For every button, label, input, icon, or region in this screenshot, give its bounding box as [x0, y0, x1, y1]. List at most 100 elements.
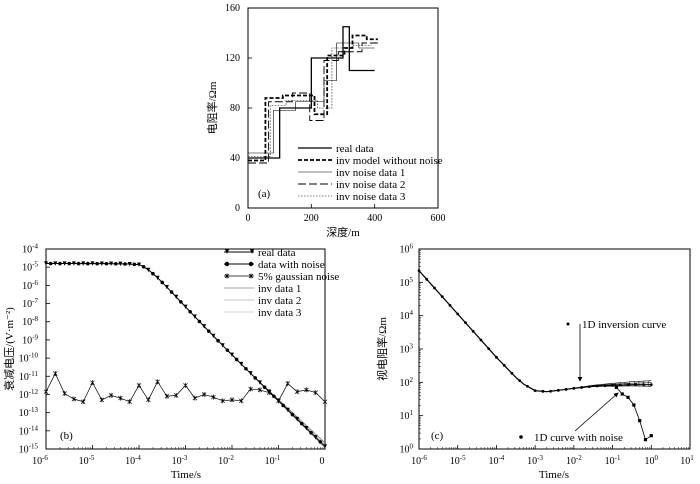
- b-ytick-label: 10-10: [19, 352, 39, 365]
- a-legend-text: inv noise data 1: [336, 167, 405, 179]
- b-noise-marker: [294, 389, 300, 395]
- b-noisy-marker: [67, 261, 72, 266]
- b-noise-marker: [71, 396, 77, 402]
- b-noise-marker: [285, 381, 291, 387]
- c-rho-marker: [487, 347, 491, 351]
- b-real-marker: [44, 261, 48, 266]
- b-real-marker: [127, 261, 132, 267]
- b-legend: real data data with noise 5% gaussian no…: [224, 247, 339, 319]
- b-noisy-marker: [262, 385, 267, 389]
- b-noise-marker: [322, 399, 328, 405]
- c-rho-marker: [456, 312, 460, 316]
- b-real-marker: [202, 324, 207, 329]
- c-rho-curve-2: [418, 270, 652, 393]
- b-xtick-label: 10-6: [32, 454, 48, 467]
- b-noise-marker: [211, 394, 216, 400]
- b-panel-label: (b): [60, 430, 73, 442]
- b-real-marker: [230, 352, 234, 358]
- c-rho-marker: [425, 277, 429, 281]
- panel-c-series: [417, 269, 653, 442]
- c-xtick-label: 10-1: [605, 454, 621, 467]
- b-noise-marker: [53, 371, 58, 377]
- b-noisy-marker: [104, 261, 109, 266]
- b-ytick-label: 10-8: [22, 315, 38, 328]
- c-y-axis-label: 视电阻率/Ωm: [375, 317, 389, 381]
- a-xtick-label: 0: [246, 213, 251, 224]
- b-noise-marker: [62, 391, 67, 397]
- b-noise-marker: [155, 379, 160, 385]
- b-noise-marker: [80, 399, 86, 405]
- c-rho-marker: [518, 379, 522, 383]
- b-xtick-label: 10-5: [79, 454, 95, 467]
- b-real-marker: [257, 380, 262, 385]
- b-noise-marker: [90, 380, 95, 386]
- a-legend: real data inv model without noise inv no…: [298, 143, 443, 203]
- b-noisy-marker: [197, 319, 202, 324]
- c-noise-marker: [632, 403, 636, 407]
- c-rho-marker: [479, 338, 483, 342]
- b-xtick-label: 10-3: [172, 454, 188, 467]
- a-legend-text: inv noise data 2: [336, 179, 405, 191]
- c-ytick-label: 106: [400, 243, 414, 256]
- b-real-marker: [62, 261, 67, 266]
- a-xtick-label: 600: [431, 213, 446, 224]
- a-xtick-label: 400: [367, 213, 382, 224]
- panel-c: 100 101 102 103 104 105 106 10-6 10-5 10…: [375, 243, 694, 482]
- b-noise-marker: [257, 387, 263, 393]
- c-rho-marker: [642, 383, 645, 387]
- a-x-axis-label: 深度/m: [326, 225, 360, 239]
- b-real-marker: [192, 314, 197, 319]
- c-rho-marker: [464, 321, 467, 325]
- c-xtick-label: 10-6: [411, 454, 427, 467]
- b-noise-marker: [173, 392, 179, 398]
- c-ytick-label: 103: [400, 343, 414, 356]
- b-real-marker: [137, 262, 141, 267]
- c-rho-marker: [595, 384, 599, 388]
- b-noisy-marker: [253, 376, 258, 380]
- c-rho-marker: [618, 383, 622, 387]
- b-noise-marker: [43, 389, 49, 395]
- b-xtick-label: 10-2: [218, 454, 234, 467]
- b-legend-marker-noisy: [248, 261, 254, 267]
- b-noise-marker: [146, 397, 151, 403]
- b-noise-marker: [192, 395, 198, 401]
- b-real-marker: [323, 444, 327, 449]
- b-ytick-label: 10-14: [19, 424, 39, 437]
- b-noisy-marker: [225, 348, 230, 352]
- c-rho-curve-3: [418, 270, 652, 392]
- c-noise-marker: [643, 438, 648, 442]
- c-rho-marker: [572, 386, 576, 390]
- b-noise-marker: [183, 382, 188, 388]
- c-rho-marker: [634, 383, 638, 387]
- c-ytick-label: 101: [400, 409, 414, 422]
- c-rho-marker: [502, 363, 506, 367]
- b-noise-marker: [118, 395, 123, 401]
- b-real-marker: [239, 361, 244, 367]
- c-rho-marker: [440, 295, 444, 299]
- b-legend-text: 5% gaussian noise: [258, 271, 339, 283]
- b-noisy-marker: [113, 261, 118, 266]
- b-real-marker: [304, 426, 309, 431]
- b-legend-text: real data: [258, 247, 296, 259]
- b-noise-marker: [304, 387, 309, 393]
- c-annotation-arrow: [574, 392, 619, 432]
- b-real-marker: [109, 261, 114, 266]
- b-real-marker: [285, 407, 290, 413]
- a-legend-text: real data: [336, 143, 374, 155]
- panel-b-ticks: [45, 248, 326, 450]
- a-ytick-label: 40: [230, 153, 240, 164]
- b-noisy-marker: [95, 261, 99, 266]
- a-legend-text: inv model without noise: [336, 155, 443, 167]
- b-real-marker: [295, 416, 300, 422]
- a-ytick-label: 160: [225, 3, 240, 14]
- c-rho-marker: [556, 388, 560, 392]
- a-ytick-label: 80: [230, 103, 240, 114]
- panel-a: 0 40 80 120 160 0 200 400 600 深度/m 电阻率/Ω…: [205, 3, 446, 239]
- b-real-marker: [81, 261, 86, 266]
- c-noise-marker: [649, 434, 653, 438]
- b-ytick-label: 10-11: [19, 370, 39, 383]
- b-noise-marker: [313, 390, 318, 396]
- c-x-axis-label: Time/s: [539, 469, 569, 481]
- b-noise-marker: [108, 392, 114, 398]
- b-xtick-label: 0: [320, 456, 325, 467]
